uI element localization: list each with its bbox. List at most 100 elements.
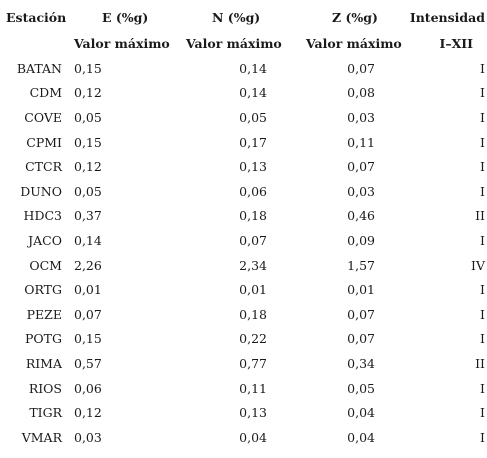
e-value-cell: 0,15 [74, 134, 102, 150]
station-cell: COVE [24, 109, 62, 125]
table-row: RIMA 0,57 0,77 0,34 II [0, 351, 487, 376]
z-value-cell: 1,57 [347, 257, 375, 273]
intensity-cell: I [480, 232, 485, 248]
intensity-cell: I [480, 134, 485, 150]
station-cell: VMAR [21, 429, 62, 445]
e-value-cell: 0,15 [74, 331, 102, 347]
intensity-cell: II [475, 355, 485, 371]
station-cell: OCM [29, 257, 62, 273]
table-row: VMAR 0,03 0,04 0,04 I [0, 425, 487, 450]
n-value-cell: 0,14 [239, 60, 267, 76]
station-cell: BATAN [16, 60, 62, 76]
table-row: ORTG 0,01 0,01 0,01 I [0, 277, 487, 302]
intensity-cell: I [480, 331, 485, 347]
subheader-intensity: I–XII [439, 35, 474, 51]
n-value-cell: 0,77 [239, 355, 267, 371]
station-cell: TIGR [29, 405, 62, 421]
intensity-cell: IV [471, 257, 485, 273]
station-cell: RIMA [25, 355, 62, 371]
table-row: CDM 0,12 0,14 0,08 I [0, 81, 487, 106]
table-row: RIOS 0,06 0,11 0,05 I [0, 376, 487, 401]
n-value-cell: 0,14 [239, 85, 267, 101]
e-value-cell: 0,06 [74, 380, 102, 396]
z-value-cell: 0,34 [347, 355, 375, 371]
subheader-n: Valor máximo [186, 35, 282, 51]
z-value-cell: 0,03 [347, 183, 375, 199]
subheader-row: Valor máximo Valor máximo Valor máximo I… [0, 30, 487, 56]
subheader-e: Valor máximo [74, 35, 170, 51]
table-row: HDC3 0,37 0,18 0,46 II [0, 204, 487, 229]
intensity-cell: I [480, 85, 485, 101]
station-cell: DUNO [20, 183, 62, 199]
station-cell: HDC3 [23, 208, 62, 224]
e-value-cell: 0,07 [74, 306, 102, 322]
intensity-cell: I [480, 380, 485, 396]
z-value-cell: 0,46 [347, 208, 375, 224]
header-e: E (%g) [102, 9, 149, 25]
e-value-cell: 0,15 [74, 60, 102, 76]
n-value-cell: 0,13 [239, 405, 267, 421]
station-acceleration-table: Estación E (%g) N (%g) Z (%g) Intensidad… [0, 4, 487, 450]
z-value-cell: 0,05 [347, 380, 375, 396]
subheader-station-empty [0, 30, 72, 56]
station-cell: POTG [25, 331, 62, 347]
table-row: DUNO 0,05 0,06 0,03 I [0, 179, 487, 204]
station-cell: CTCR [25, 159, 62, 175]
e-value-cell: 0,12 [74, 159, 102, 175]
z-value-cell: 0,04 [347, 429, 375, 445]
n-value-cell: 0,01 [239, 282, 267, 298]
table-body: BATAN 0,15 0,14 0,07 I CDM 0,12 0,14 0,08 I COVE 0,… [0, 56, 487, 450]
intensity-cell: I [480, 183, 485, 199]
table-row: OCM 2,26 2,34 1,57 IV [0, 253, 487, 278]
intensity-cell: I [480, 405, 485, 421]
z-value-cell: 0,03 [347, 109, 375, 125]
n-value-cell: 0,13 [239, 159, 267, 175]
table-row: POTG 0,15 0,22 0,07 I [0, 327, 487, 352]
e-value-cell: 0,01 [74, 282, 102, 298]
header-n: N (%g) [212, 9, 261, 25]
e-value-cell: 0,37 [74, 208, 102, 224]
z-value-cell: 0,01 [347, 282, 375, 298]
e-value-cell: 0,14 [74, 232, 102, 248]
e-value-cell: 2,26 [74, 257, 102, 273]
station-cell: ORTG [24, 282, 62, 298]
station-cell: JACO [28, 232, 62, 248]
n-value-cell: 2,34 [239, 257, 267, 273]
e-value-cell: 0,12 [74, 405, 102, 421]
n-value-cell: 0,05 [239, 109, 267, 125]
e-value-cell: 0,12 [74, 85, 102, 101]
intensity-cell: I [480, 60, 485, 76]
table-row: PEZE 0,07 0,18 0,07 I [0, 302, 487, 327]
e-value-cell: 0,05 [74, 183, 102, 199]
intensity-cell: II [475, 208, 485, 224]
n-value-cell: 0,04 [239, 429, 267, 445]
station-cell: PEZE [26, 306, 62, 322]
table-row: BATAN 0,15 0,14 0,07 I [0, 56, 487, 81]
n-value-cell: 0,17 [239, 134, 267, 150]
header-z: Z (%g) [332, 9, 378, 25]
z-value-cell: 0,07 [347, 60, 375, 76]
z-value-cell: 0,07 [347, 306, 375, 322]
n-value-cell: 0,06 [239, 183, 267, 199]
subheader-z: Valor máximo [306, 35, 402, 51]
station-cell: RIOS [28, 380, 62, 396]
table-row: CTCR 0,12 0,13 0,07 I [0, 154, 487, 179]
z-value-cell: 0,04 [347, 405, 375, 421]
e-value-cell: 0,03 [74, 429, 102, 445]
z-value-cell: 0,09 [347, 232, 375, 248]
z-value-cell: 0,07 [347, 159, 375, 175]
n-value-cell: 0,18 [239, 306, 267, 322]
table-row: COVE 0,05 0,05 0,03 I [0, 105, 487, 130]
n-value-cell: 0,11 [239, 380, 267, 396]
header-station: Estación [6, 9, 67, 25]
n-value-cell: 0,18 [239, 208, 267, 224]
n-value-cell: 0,22 [239, 331, 267, 347]
e-value-cell: 0,05 [74, 109, 102, 125]
intensity-cell: I [480, 159, 485, 175]
intensity-cell: I [480, 282, 485, 298]
e-value-cell: 0,57 [74, 355, 102, 371]
z-value-cell: 0,11 [347, 134, 375, 150]
station-cell: CDM [29, 85, 62, 101]
intensity-cell: I [480, 109, 485, 125]
z-value-cell: 0,08 [347, 85, 375, 101]
